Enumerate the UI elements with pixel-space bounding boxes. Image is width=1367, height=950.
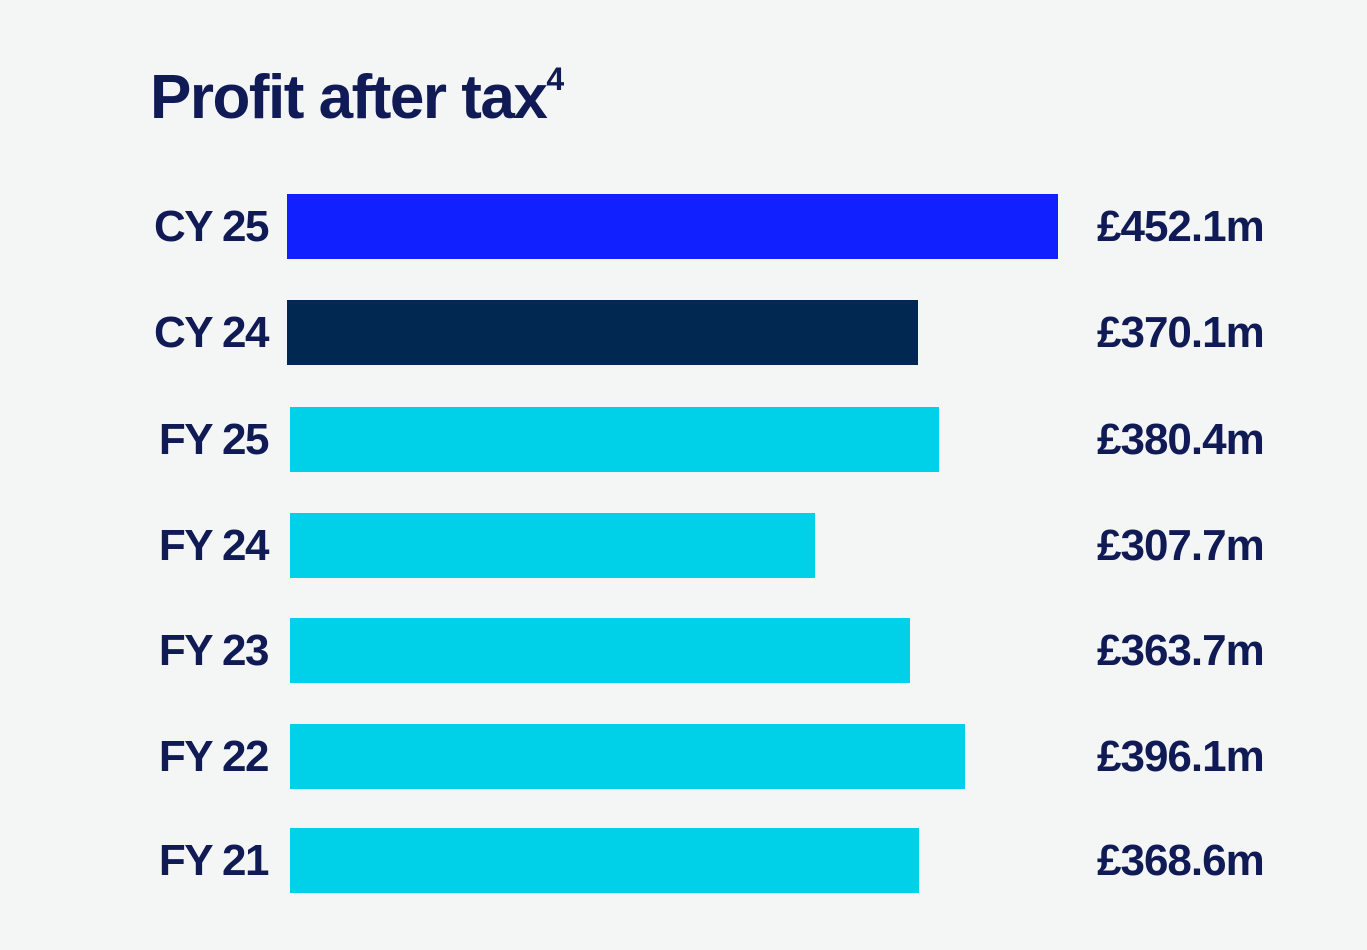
category-label: CY 24 xyxy=(154,308,270,357)
bar-row: FY 25 £380.4m xyxy=(0,407,1367,472)
value-label: £368.6m xyxy=(1097,836,1265,885)
chart-title: Profit after tax4 xyxy=(150,61,564,133)
value-label: £370.1m xyxy=(1097,308,1265,357)
bar-row: CY 25 £452.1m xyxy=(0,194,1367,259)
category-label: FY 24 xyxy=(158,521,270,570)
bar xyxy=(287,194,1058,259)
bar xyxy=(290,618,911,683)
bar xyxy=(290,724,966,789)
category-label: FY 21 xyxy=(158,836,270,885)
bar-row: FY 22 £396.1m xyxy=(0,724,1367,789)
value-label: £452.1m xyxy=(1097,202,1265,251)
bar-row: FY 21 £368.6m xyxy=(0,828,1367,893)
value-label: £380.4m xyxy=(1097,415,1265,464)
category-label: FY 22 xyxy=(158,732,270,781)
bar xyxy=(290,407,939,472)
category-label: CY 25 xyxy=(154,202,270,251)
category-label: FY 25 xyxy=(158,415,270,464)
value-label: £396.1m xyxy=(1097,732,1265,781)
value-label: £307.7m xyxy=(1097,521,1265,570)
category-label: FY 23 xyxy=(158,626,270,675)
bar-row: FY 24 £307.7m xyxy=(0,513,1367,578)
bar xyxy=(290,513,815,578)
bar xyxy=(290,828,919,893)
title-footnote-marker: 4 xyxy=(546,61,564,98)
chart-title-text: Profit after tax xyxy=(150,63,548,132)
bar-row: FY 23 £363.7m xyxy=(0,618,1367,683)
bar-row: CY 24 £370.1m xyxy=(0,300,1367,365)
bar xyxy=(287,300,919,365)
value-label: £363.7m xyxy=(1097,626,1265,675)
